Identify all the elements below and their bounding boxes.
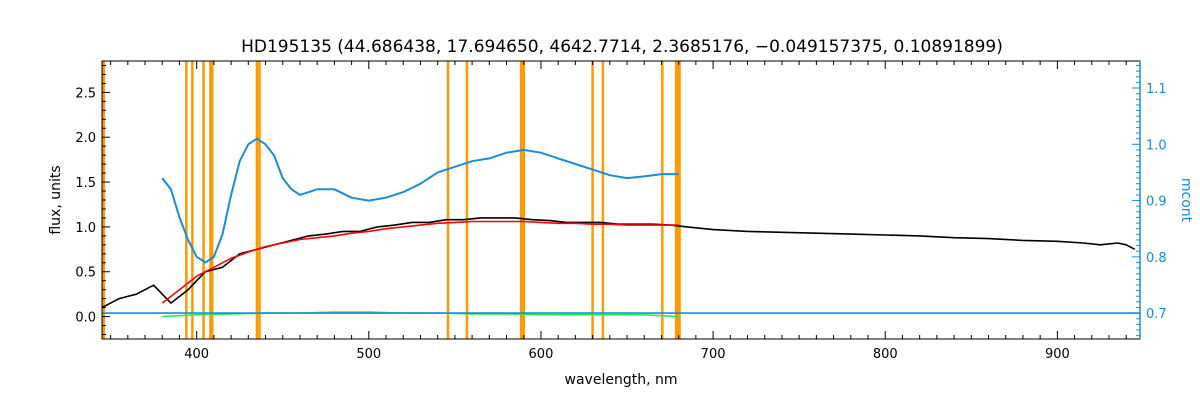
model-series-line bbox=[161, 220, 679, 304]
x-tick-label: 500 bbox=[356, 347, 381, 362]
y2-tick-label: 0.9 bbox=[1146, 195, 1167, 210]
y2-tick-label: 0.8 bbox=[1146, 251, 1167, 266]
y-tick-label: 2.5 bbox=[75, 86, 96, 101]
x-tick-label: 400 bbox=[184, 347, 209, 362]
x-tick-label: 700 bbox=[701, 347, 726, 362]
y-tick-label: 1.5 bbox=[75, 176, 96, 191]
y-tick-label: 1.0 bbox=[75, 221, 96, 236]
y-tick-label: 0.5 bbox=[75, 266, 96, 281]
x-tick-label: 600 bbox=[529, 347, 554, 362]
x-tick-label: 800 bbox=[873, 347, 898, 362]
chart-title: HD195135 (44.686438, 17.694650, 4642.771… bbox=[241, 37, 1003, 57]
x-tick-label: 900 bbox=[1045, 347, 1070, 362]
y2-axis-ticks: 0.7 0.8 0.9 1.0 1.1 bbox=[1132, 65, 1167, 337]
y-tick-label: 0.0 bbox=[75, 311, 96, 326]
x-axis-label: wavelength, nm bbox=[565, 372, 678, 388]
y-axis-label: flux, units bbox=[48, 165, 64, 234]
y2-tick-label: 0.7 bbox=[1146, 307, 1167, 322]
mask-lines bbox=[101, 61, 681, 339]
y2-tick-label: 1.0 bbox=[1146, 138, 1167, 153]
mcont-series-line bbox=[161, 137, 679, 264]
y-tick-label: 2.0 bbox=[75, 131, 96, 146]
y2-tick-label: 1.1 bbox=[1146, 82, 1167, 97]
y-axis-ticks: 0.0 0.5 1.0 1.5 2.0 2.5 bbox=[75, 64, 110, 336]
series-layer bbox=[101, 137, 1140, 318]
y2-axis-label: mcont bbox=[1178, 178, 1194, 223]
x-axis-ticks: 400 500 600 700 800 900 bbox=[110, 61, 1127, 362]
